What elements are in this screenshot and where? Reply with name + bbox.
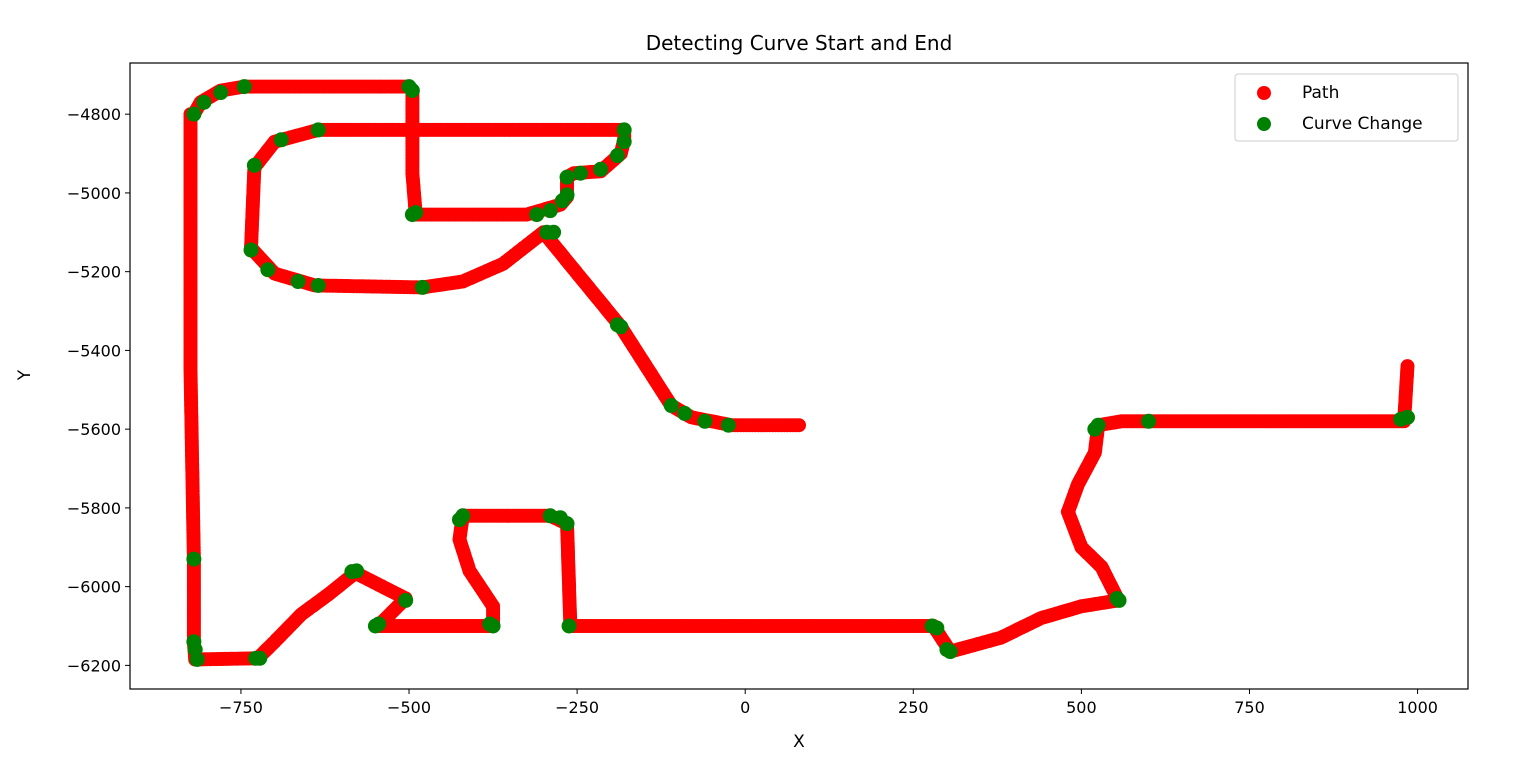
y-axis: −4800 −5000 −5200 −5400 −5600 −5800 −6000 −6200 (67, 105, 130, 675)
y-tick-label: −5400 (67, 341, 121, 360)
legend: Path Curve Change (1234, 73, 1459, 142)
y-tick-label: −4800 (67, 105, 121, 124)
y-tick-label: −5000 (67, 184, 121, 203)
y-tick-label: −6200 (67, 656, 121, 675)
x-tick-label: 750 (1234, 698, 1265, 717)
curve-change-point (561, 618, 577, 634)
x-tick-label: −500 (387, 698, 431, 717)
curve-change-point (186, 551, 202, 567)
curve-change-point (451, 512, 467, 528)
curve-change-point (546, 224, 562, 240)
plot-area-background (130, 63, 1468, 689)
y-tick-label: −6000 (67, 578, 121, 597)
curve-change-point (609, 148, 625, 164)
chart-title: Detecting Curve Start and End (646, 31, 953, 55)
curve-change-point (593, 161, 609, 177)
x-axis: −750 −500 −250 0 250 500 750 1000 (219, 689, 1438, 717)
plot-frame (129, 62, 1469, 690)
curve-change-point (482, 616, 498, 632)
curve-change-point (290, 274, 306, 290)
curve-change-point (260, 262, 276, 278)
x-axis-title: X (793, 732, 805, 752)
curve-change-point (929, 620, 945, 636)
curve-change-point (529, 207, 545, 223)
x-tick-label: 500 (1066, 698, 1097, 717)
curve-change-point (663, 398, 679, 414)
curve-change-point (367, 618, 383, 634)
curve-change-point (616, 122, 632, 138)
curve-change-point (273, 132, 289, 148)
x-tick-label: −750 (219, 698, 263, 717)
curve-change-point (942, 644, 958, 660)
curve-change-point (720, 417, 736, 433)
x-tick-label: 1000 (1397, 698, 1438, 717)
data-layer (183, 79, 1415, 667)
legend-path-label: Path (1302, 83, 1339, 103)
legend-path-marker (1257, 86, 1271, 100)
curve-change-point (246, 157, 262, 173)
curve-change-point (248, 650, 264, 666)
curve-change-point (236, 79, 252, 95)
x-tick-label: 0 (740, 698, 750, 717)
curve-change-point (186, 106, 202, 122)
curve-change-point (697, 413, 713, 429)
y-tick-label: −5600 (67, 420, 121, 439)
curve-change-point (559, 187, 575, 203)
curve-change-point (189, 651, 205, 667)
legend-curve-change-label: Curve Change (1302, 114, 1423, 134)
curve-change-point (542, 203, 558, 219)
curve-change-point (1090, 417, 1106, 433)
y-axis-title: Y (15, 369, 35, 381)
curve-change-point (609, 317, 625, 333)
curve-change-point (1111, 592, 1127, 608)
path-point (792, 418, 806, 433)
curve-change-point (1141, 413, 1157, 429)
curve-change-point (572, 165, 588, 181)
curve-change-point (408, 205, 424, 221)
x-tick-label: −250 (555, 698, 599, 717)
legend-frame (1234, 73, 1459, 142)
curve-change-point (559, 516, 575, 532)
y-tick-label: −5800 (67, 499, 121, 518)
curve-change-point (310, 277, 326, 293)
path-segment (186, 79, 806, 433)
curve-change-point (404, 83, 420, 99)
curve-change-point (344, 564, 360, 580)
curve-change-point (196, 94, 212, 110)
x-tick-label: 250 (898, 698, 929, 717)
curve-change-point (398, 592, 414, 608)
legend-curve-change-marker (1257, 117, 1271, 131)
curve-change-point (414, 279, 430, 295)
curve-change-point (616, 134, 632, 150)
curve-change-point (1399, 409, 1415, 425)
path-point (1400, 359, 1415, 374)
curve-change-point (310, 122, 326, 138)
y-tick-label: −5200 (67, 263, 121, 282)
curve-change-series (186, 79, 1415, 667)
curve-change-point (213, 85, 229, 101)
curve-change-point (559, 169, 575, 185)
curve-change-point (243, 242, 259, 258)
curve-change-point (677, 405, 693, 421)
